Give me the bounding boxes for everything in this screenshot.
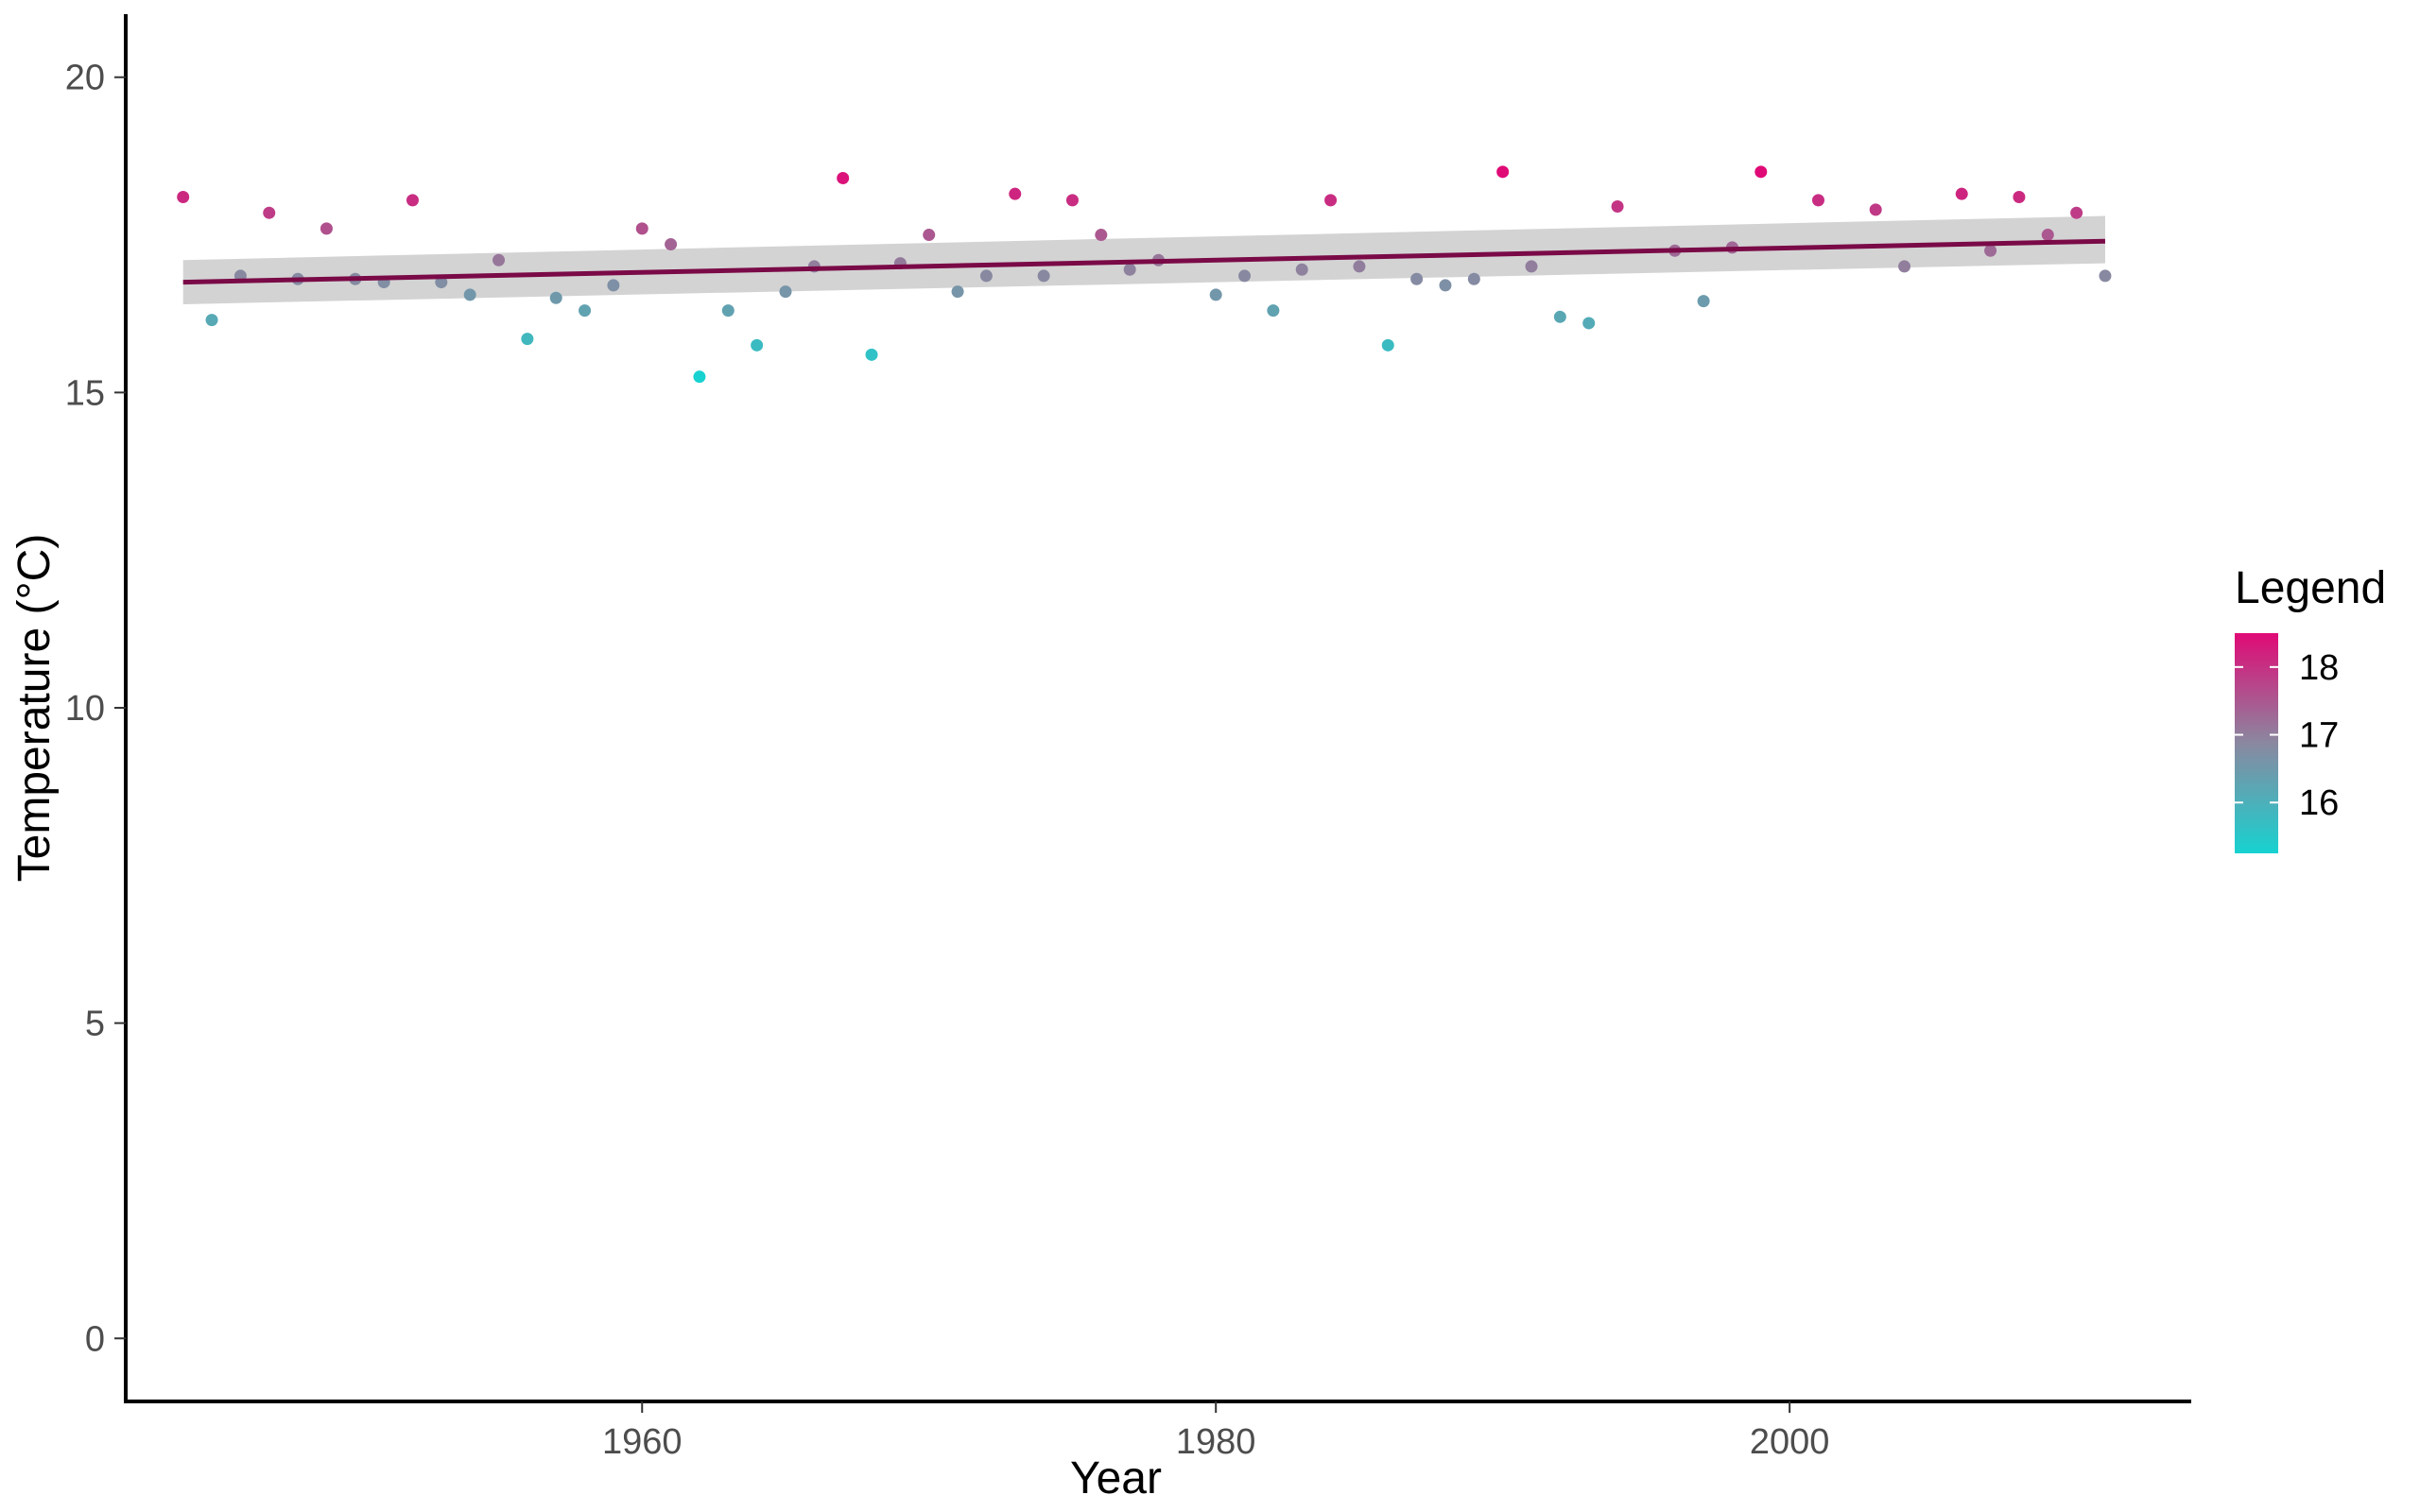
x-axis-title: Year — [1070, 1453, 1162, 1503]
data-point — [1754, 165, 1768, 179]
data-point — [177, 191, 190, 204]
data-point — [951, 285, 964, 299]
data-point — [1009, 187, 1022, 200]
data-point — [1381, 338, 1394, 352]
legend-colorbar — [2235, 633, 2278, 853]
y-tick-label: 0 — [85, 1319, 105, 1359]
data-point — [2070, 206, 2083, 219]
data-point — [1898, 260, 1911, 273]
data-point — [979, 269, 993, 283]
data-point — [1209, 288, 1222, 301]
data-point — [1869, 203, 1882, 216]
data-point — [1582, 317, 1596, 330]
data-point — [1811, 194, 1824, 207]
data-point — [1611, 200, 1624, 214]
plot-area — [177, 165, 2112, 384]
data-point — [320, 222, 333, 235]
data-point — [1439, 279, 1452, 292]
y-tick-label: 5 — [85, 1005, 105, 1044]
data-point — [2013, 191, 2026, 204]
data-point — [493, 253, 506, 266]
data-point — [2041, 229, 2054, 242]
data-point — [1295, 263, 1308, 276]
data-point — [463, 288, 476, 301]
data-point — [1353, 260, 1366, 273]
legend-tick-label: 18 — [2299, 648, 2339, 688]
data-point — [721, 304, 735, 318]
legend: Legend 16 17 18 — [2235, 563, 2386, 853]
x-tick-label: 2000 — [1750, 1422, 1830, 1462]
data-point — [1410, 272, 1424, 285]
data-point — [205, 314, 218, 327]
data-point — [1037, 269, 1050, 283]
legend-tick-label: 17 — [2299, 716, 2339, 756]
data-point — [435, 276, 448, 289]
data-point — [635, 222, 648, 235]
x-tick-label: 1960 — [602, 1422, 683, 1462]
data-point — [406, 194, 419, 207]
data-point — [1553, 310, 1566, 323]
data-point — [1065, 194, 1079, 207]
trend-line — [182, 238, 2106, 285]
y-axis-title: Temperature (°C) — [9, 534, 60, 883]
data-point — [521, 333, 534, 346]
data-point — [1095, 229, 1108, 242]
data-point — [837, 171, 850, 184]
data-point — [1123, 263, 1136, 276]
legend-title: Legend — [2235, 563, 2386, 613]
x-axis-ticks: 1960 1980 2000 — [602, 1401, 1829, 1462]
data-point — [1238, 269, 1252, 283]
data-point — [607, 279, 620, 292]
data-point — [1697, 295, 1710, 308]
data-point — [1267, 304, 1280, 318]
data-point — [751, 338, 764, 352]
data-point — [923, 229, 936, 242]
data-point — [665, 238, 678, 251]
y-tick-label: 10 — [65, 689, 105, 729]
data-point — [549, 291, 562, 304]
data-point — [865, 348, 878, 361]
data-point — [579, 304, 592, 318]
y-tick-label: 20 — [65, 59, 105, 98]
data-point — [1467, 272, 1480, 285]
y-axis-ticks: 0 5 10 15 20 — [65, 59, 126, 1359]
x-tick-label: 1980 — [1176, 1422, 1256, 1462]
data-point — [1496, 165, 1510, 179]
data-point — [779, 285, 792, 299]
data-point — [1984, 244, 1997, 257]
data-point — [263, 206, 276, 219]
data-point — [693, 370, 706, 384]
data-point — [2099, 269, 2112, 283]
legend-ticks: 16 17 18 — [2235, 648, 2339, 823]
data-point — [1324, 194, 1338, 207]
legend-tick-label: 16 — [2299, 783, 2339, 823]
data-point — [1525, 260, 1538, 273]
y-tick-label: 15 — [65, 373, 105, 413]
data-point — [1955, 187, 1968, 200]
